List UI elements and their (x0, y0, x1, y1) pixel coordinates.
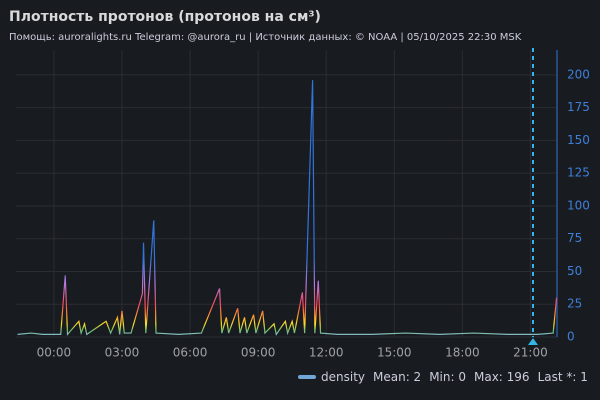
x-tick-label: 12:00 (309, 346, 344, 360)
y-tick-label: 100 (567, 198, 590, 212)
y-tick-label: 150 (567, 133, 590, 147)
y-tick-label: 75 (567, 231, 582, 245)
y-tick-label: 25 (567, 297, 582, 311)
chart-subtitle: Помощь: auroralights.ru Telegram: @auror… (9, 32, 522, 43)
legend-stat: Mean: 2 (373, 370, 421, 384)
x-tick-label: 03:00 (105, 346, 140, 360)
y-tick-label: 175 (567, 100, 590, 114)
x-tick-label: 18:00 (445, 346, 480, 360)
x-tick-label: 21:00 (513, 346, 548, 360)
legend-stat: Min: 0 (429, 370, 466, 384)
x-tick-label: 06:00 (173, 346, 208, 360)
now-marker-arrow (528, 338, 538, 345)
y-tick-label: 200 (567, 67, 590, 81)
y-tick-label: 0 (567, 330, 575, 344)
legend: density Mean: 2 Min: 0 Max: 196 Last *: 1 (321, 370, 588, 384)
legend-stat: Last *: 1 (538, 370, 588, 384)
x-tick-label: 00:00 (37, 346, 72, 360)
legend-stat: Max: 196 (474, 370, 530, 384)
y-tick-label: 50 (567, 264, 582, 278)
data-line (17, 80, 558, 336)
y-tick-label: 125 (567, 166, 590, 180)
legend-label: density (321, 370, 365, 384)
chart-title: Плотность протонов (протонов на см³) (9, 9, 321, 25)
x-tick-label: 15:00 (377, 346, 412, 360)
x-tick-label: 09:00 (241, 346, 276, 360)
